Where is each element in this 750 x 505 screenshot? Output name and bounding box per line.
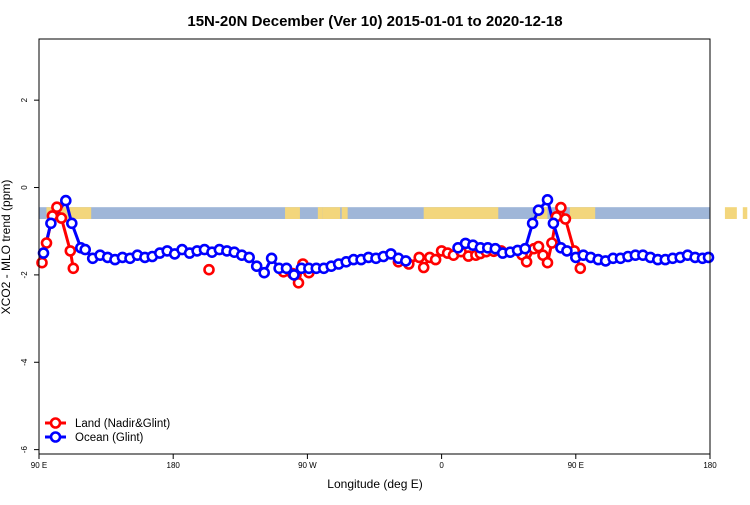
x-tick-label: 90 W: [298, 461, 317, 470]
x-tick-label: 90 E: [31, 461, 47, 470]
land-mask-segment: [318, 207, 322, 219]
ocean-data-point: [81, 245, 90, 254]
ocean-data-point: [528, 219, 537, 228]
x-tick-label: 90 E: [568, 461, 584, 470]
ocean-data-point: [704, 253, 713, 262]
land-data-point: [576, 264, 585, 273]
land-mask-segment: [342, 207, 348, 219]
ocean-data-point: [543, 195, 552, 204]
land-data-point: [57, 214, 66, 223]
ocean-data-point: [549, 219, 558, 228]
land-data-point: [522, 257, 531, 266]
land-mask-segment: [424, 207, 499, 219]
land-data-point: [42, 239, 51, 248]
x-axis-label: Longitude (deg E): [327, 477, 422, 491]
ocean-data-point: [521, 244, 530, 253]
land-mask-segment: [725, 207, 737, 219]
ocean-data-point: [401, 256, 410, 265]
legend-land-marker: [51, 419, 60, 428]
y-tick-label: -6: [20, 446, 29, 454]
ocean-data-point: [39, 249, 48, 258]
land-data-point: [205, 265, 214, 274]
ocean-data-point: [534, 206, 543, 215]
chart-title: 15N-20N December (Ver 10) 2015-01-01 to …: [187, 13, 562, 30]
land-data-point: [52, 203, 61, 212]
land-data-point: [69, 264, 78, 273]
y-tick-label: -2: [20, 271, 29, 279]
ocean-data-point: [562, 246, 571, 255]
land-data-point: [556, 203, 565, 212]
ocean-data-point: [245, 253, 254, 262]
land-data-point: [547, 239, 556, 248]
land-data-point: [419, 263, 428, 272]
land-data-point: [561, 215, 570, 224]
ocean-data-point: [260, 268, 269, 277]
land-mask-segment: [322, 207, 340, 219]
legend-ocean-marker: [51, 433, 60, 442]
y-tick-label: 0: [20, 185, 29, 190]
legend-ocean-label: Ocean (Glint): [75, 432, 144, 444]
land-mask-segment: [285, 207, 300, 219]
land-mask-segment: [743, 207, 747, 219]
ocean-data-point: [61, 196, 70, 205]
ocean-data-point: [46, 219, 55, 228]
land-data-point: [543, 258, 552, 267]
y-tick-label: 2: [20, 97, 29, 102]
y-tick-label: -4: [20, 358, 29, 366]
land-mask-segment: [570, 207, 595, 219]
y-axis-label: XCO2 - MLO trend (ppm): [0, 180, 13, 315]
ocean-data-point: [67, 219, 76, 228]
x-tick-label: 180: [167, 461, 181, 470]
ocean-mask-strip: [39, 207, 710, 219]
x-tick-label: 180: [703, 461, 717, 470]
land-data-point: [415, 253, 424, 262]
x-tick-label: 0: [439, 461, 444, 470]
ocean-data-point: [267, 254, 276, 263]
land-data-point: [66, 246, 75, 255]
legend-land-label: Land (Nadir&Glint): [75, 418, 170, 430]
land-data-point: [431, 255, 440, 264]
